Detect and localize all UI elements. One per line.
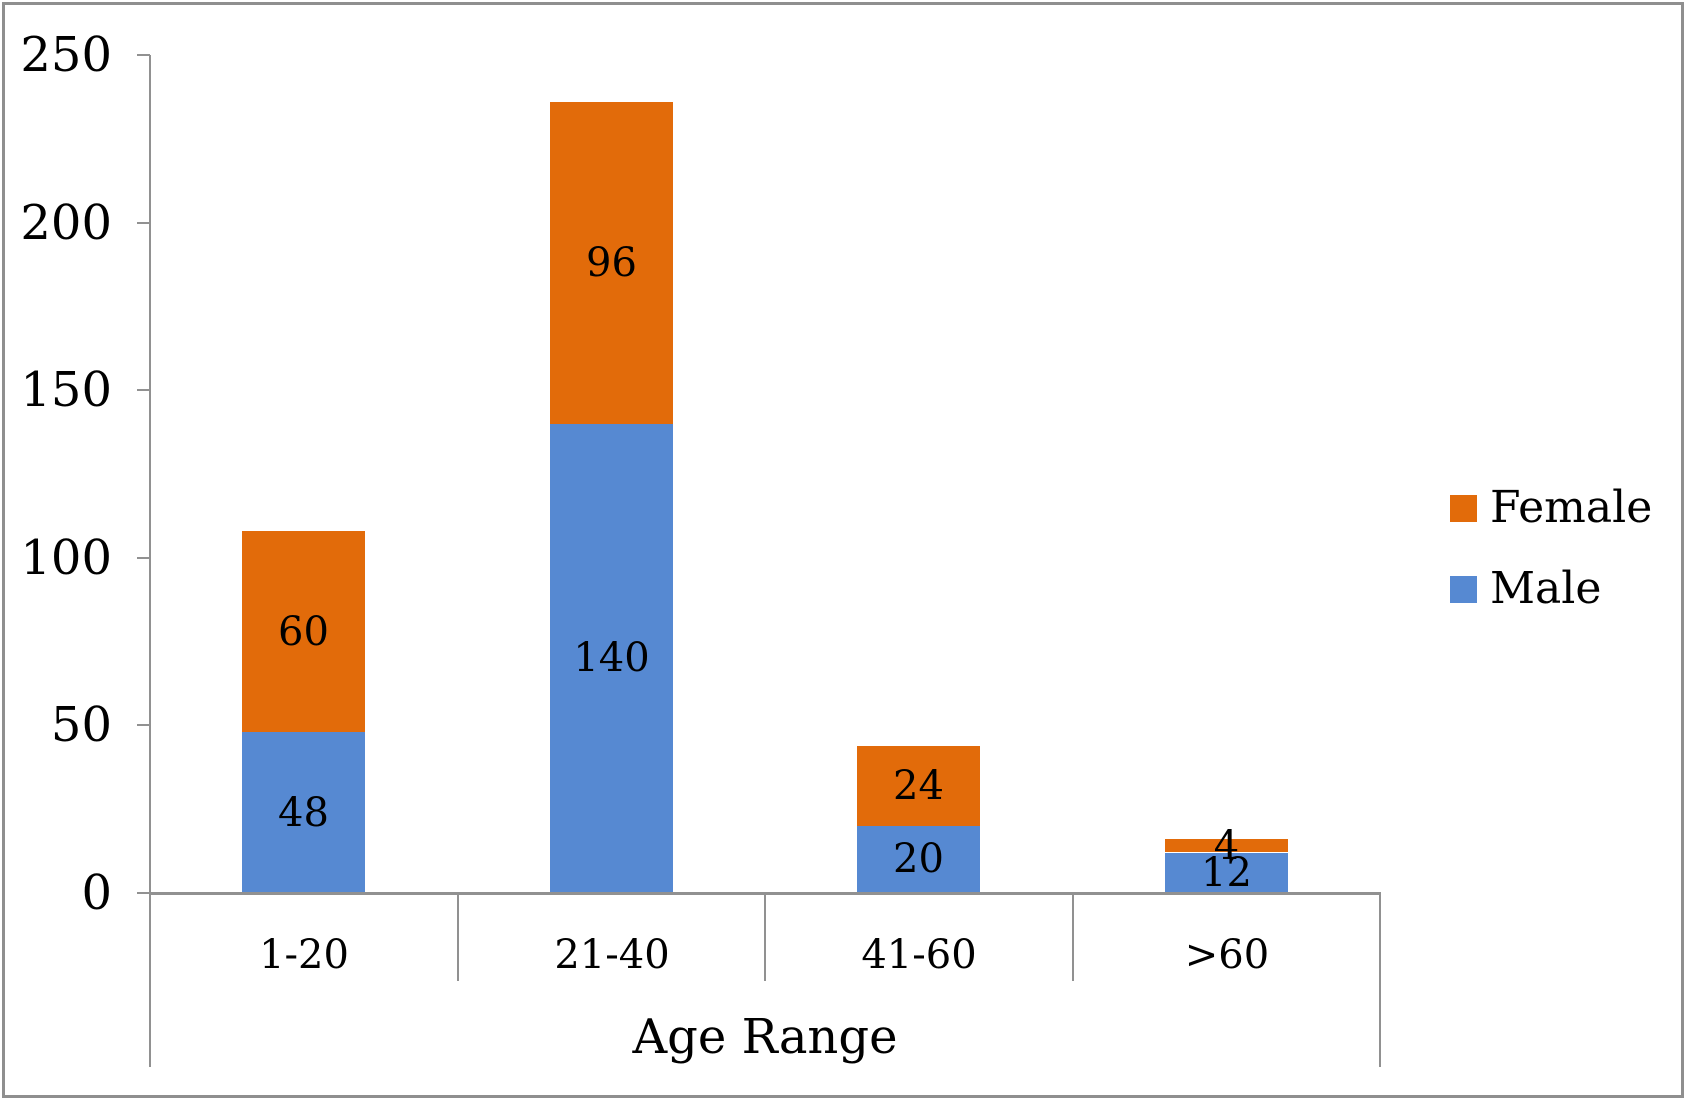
y-axis-tick: [137, 54, 150, 56]
bar-value-label: 60: [278, 609, 329, 655]
bar-value-label: 96: [586, 240, 637, 286]
x-axis-category-separator: [457, 893, 459, 981]
y-tick-label: 50: [50, 697, 112, 753]
y-axis-tick: [137, 557, 150, 559]
bar-segment-male: [550, 424, 673, 893]
x-tick-label: 21-40: [554, 932, 670, 978]
legend-item-male: Male: [1450, 561, 1601, 617]
bar-segment-male: [857, 826, 980, 893]
bar-value-label: 4: [1213, 823, 1240, 869]
x-axis-right-boundary: [1379, 893, 1381, 1067]
x-axis-title: Age Range: [632, 1009, 898, 1065]
bar-segment-male: [1165, 853, 1288, 893]
bar-segment-male: [242, 732, 365, 893]
y-axis-tick: [137, 222, 150, 224]
x-tick-label: >60: [1184, 932, 1270, 978]
bar-segment-female: [550, 102, 673, 424]
x-tick-label: 41-60: [861, 932, 977, 978]
y-axis-line: [149, 55, 151, 1067]
bar-value-label: 20: [893, 836, 944, 882]
bar-value-label: 12: [1201, 850, 1252, 896]
legend-swatch-female: [1450, 494, 1477, 522]
y-tick-label: 0: [81, 865, 112, 921]
x-axis-category-separator: [1072, 893, 1074, 981]
y-tick-label: 200: [20, 195, 112, 251]
y-axis-tick: [137, 892, 150, 894]
bar-value-label: 48: [278, 790, 329, 836]
y-tick-label: 150: [20, 362, 112, 418]
y-tick-label: 250: [20, 27, 112, 83]
y-axis-tick: [137, 724, 150, 726]
x-axis-line: [149, 892, 1381, 895]
x-axis-category-separator: [764, 893, 766, 981]
legend-label: Male: [1490, 563, 1602, 614]
x-tick-label: 1-20: [259, 932, 349, 978]
bar-value-label: 24: [893, 763, 944, 809]
bar-value-label: 140: [573, 635, 650, 681]
legend-swatch-male: [1450, 575, 1477, 603]
bar-segment-female: [242, 531, 365, 732]
bar-segment-female: [1165, 839, 1288, 852]
y-tick-label: 100: [20, 530, 112, 586]
bar-segment-female: [857, 746, 980, 826]
legend-item-female: Female: [1450, 480, 1652, 536]
y-axis-tick: [137, 389, 150, 391]
legend-label: Female: [1490, 482, 1653, 533]
